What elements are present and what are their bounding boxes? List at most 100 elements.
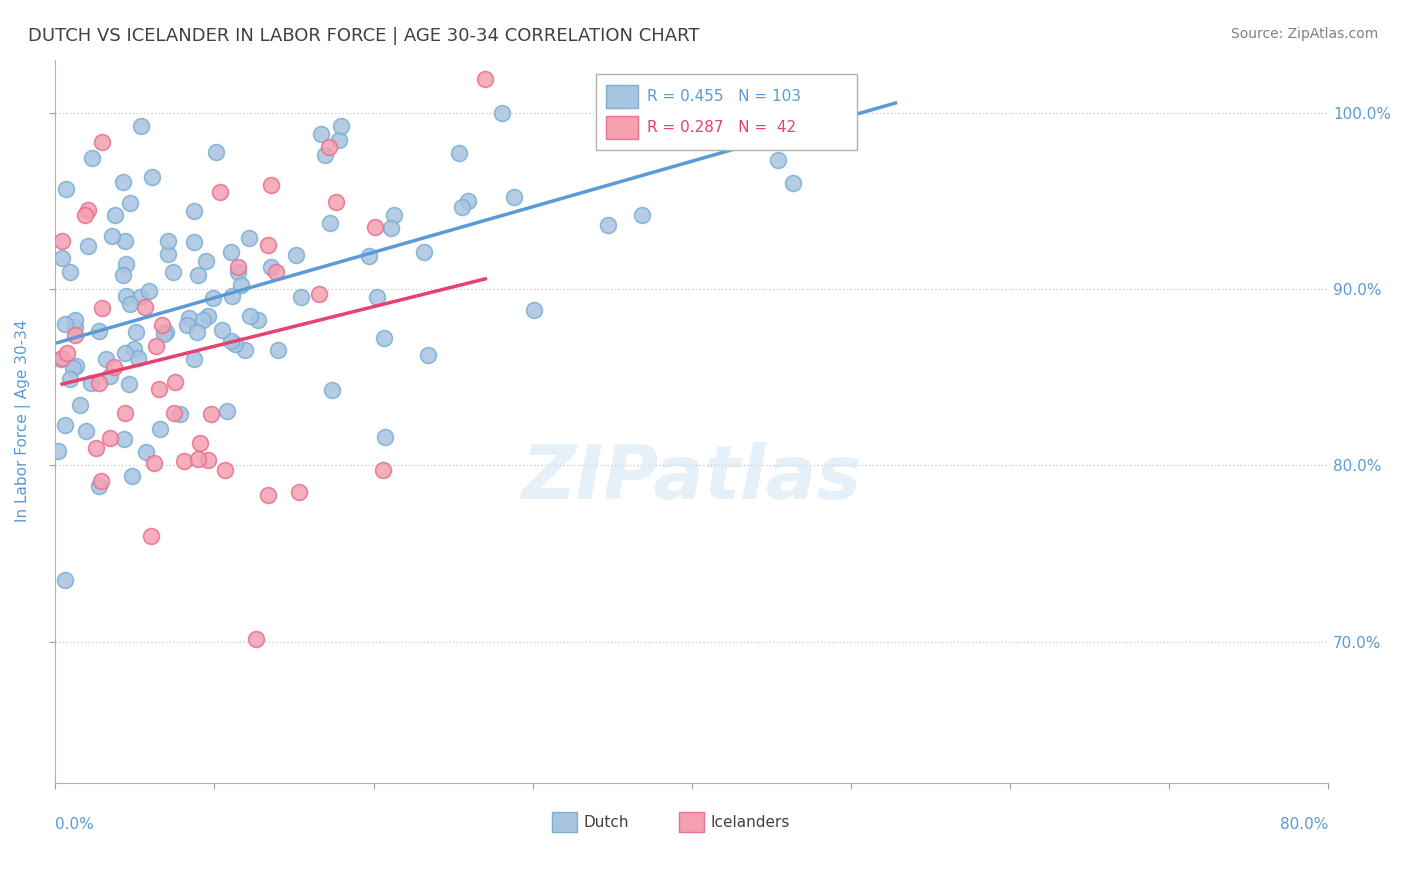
Point xyxy=(125,325,148,339)
Point xyxy=(94,351,117,366)
Point xyxy=(128,290,150,304)
Point xyxy=(413,245,436,260)
Point xyxy=(318,140,340,154)
Point xyxy=(205,145,228,160)
Point xyxy=(187,452,209,467)
Point xyxy=(308,286,330,301)
Point xyxy=(177,310,200,325)
Point xyxy=(329,119,352,133)
Point xyxy=(104,208,127,222)
Point xyxy=(319,216,342,230)
Point xyxy=(77,239,100,253)
Y-axis label: In Labor Force | Age 30-34: In Labor Force | Age 30-34 xyxy=(15,320,31,523)
Point xyxy=(314,148,336,162)
Point xyxy=(127,351,149,365)
Point xyxy=(214,463,236,477)
Point xyxy=(139,529,162,543)
Point xyxy=(264,264,287,278)
Text: Icelanders: Icelanders xyxy=(711,815,790,830)
Point xyxy=(219,334,242,348)
Point xyxy=(259,178,281,193)
Point xyxy=(59,371,82,385)
Point xyxy=(129,119,152,133)
Point xyxy=(191,312,214,326)
Point xyxy=(188,436,211,450)
FancyBboxPatch shape xyxy=(606,85,638,108)
Point xyxy=(197,453,219,467)
Point xyxy=(183,235,205,249)
Point xyxy=(115,289,138,303)
Point xyxy=(111,176,134,190)
Text: 80.0%: 80.0% xyxy=(1279,817,1329,832)
Point xyxy=(112,432,135,446)
Point xyxy=(380,220,402,235)
Point xyxy=(101,229,124,244)
Point xyxy=(523,303,546,318)
Point xyxy=(75,424,97,438)
Point xyxy=(87,376,110,391)
Point xyxy=(211,323,233,337)
Point xyxy=(169,407,191,421)
Point xyxy=(114,346,136,360)
Point xyxy=(187,268,209,283)
Point xyxy=(63,320,86,334)
Point xyxy=(163,375,186,389)
Point xyxy=(156,234,179,248)
Point xyxy=(56,346,79,360)
Point xyxy=(183,203,205,218)
Point xyxy=(474,71,496,86)
FancyBboxPatch shape xyxy=(679,812,704,832)
Point xyxy=(176,318,198,333)
Point xyxy=(135,445,157,459)
Point xyxy=(266,343,288,358)
Point xyxy=(219,244,242,259)
Point xyxy=(157,247,180,261)
Point xyxy=(118,377,141,392)
Point xyxy=(186,325,208,339)
Point xyxy=(260,260,283,274)
Point xyxy=(155,325,177,339)
Point xyxy=(224,337,246,351)
Point xyxy=(364,219,387,234)
Point xyxy=(76,202,98,217)
Point xyxy=(201,291,224,305)
Point xyxy=(53,574,76,588)
Point xyxy=(121,469,143,483)
Point xyxy=(502,190,524,204)
Point xyxy=(53,317,76,331)
Point xyxy=(200,407,222,421)
Point xyxy=(80,376,103,390)
Point xyxy=(51,234,73,248)
Point xyxy=(122,343,145,357)
Point xyxy=(138,284,160,298)
Point xyxy=(290,290,312,304)
Point xyxy=(884,0,907,12)
Point xyxy=(46,444,69,458)
Point xyxy=(103,359,125,374)
Point xyxy=(98,432,121,446)
Point xyxy=(226,265,249,279)
Point xyxy=(90,135,112,149)
Text: R = 0.287   N =  42: R = 0.287 N = 42 xyxy=(647,120,796,135)
Point xyxy=(598,219,620,233)
Point xyxy=(149,422,172,436)
Point xyxy=(114,234,136,248)
Point xyxy=(233,343,256,358)
Point xyxy=(118,297,141,311)
Point xyxy=(82,151,104,165)
Point xyxy=(63,328,86,343)
Point xyxy=(134,300,156,314)
Point xyxy=(91,301,114,315)
Point xyxy=(51,351,73,366)
Point xyxy=(491,106,513,120)
Point xyxy=(58,264,80,278)
Point xyxy=(256,488,278,502)
Point xyxy=(162,406,184,420)
FancyBboxPatch shape xyxy=(606,116,638,139)
Point xyxy=(173,454,195,468)
Point xyxy=(84,441,107,455)
Point xyxy=(98,369,121,384)
Point xyxy=(366,290,388,304)
FancyBboxPatch shape xyxy=(596,74,858,150)
Point xyxy=(162,265,184,279)
